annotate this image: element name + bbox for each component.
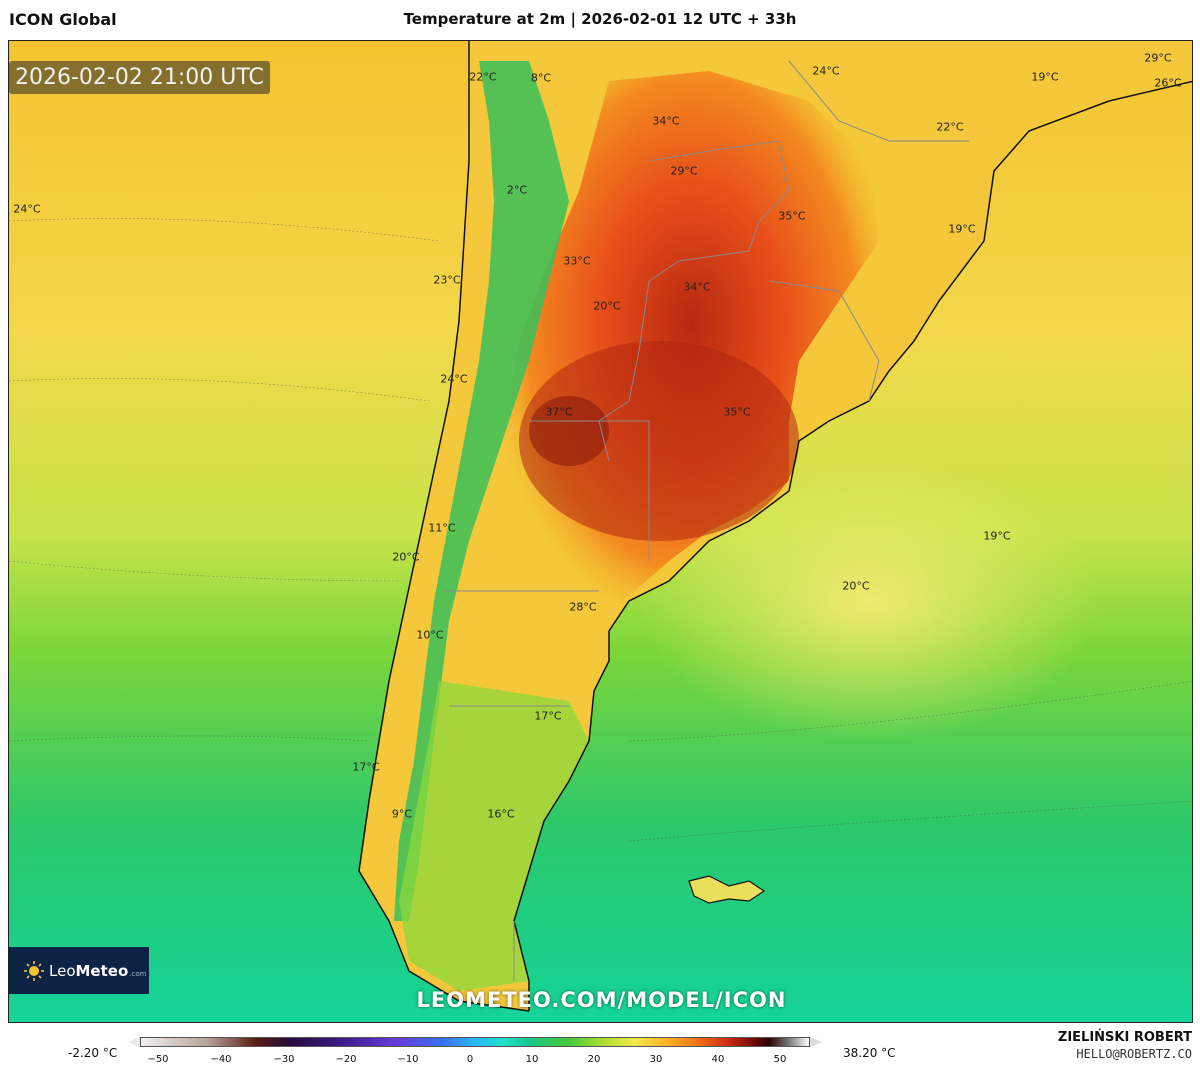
author-email[interactable]: HELLO@ROBERTZ.CO: [1076, 1047, 1192, 1061]
legend-tick: −20: [335, 1054, 357, 1065]
logo-suffix: .com: [129, 969, 147, 978]
temp-label: 23°C: [433, 273, 461, 287]
temp-label: 16°C: [487, 807, 515, 821]
temperature-map[interactable]: 2026-02-02 21:00 UTC 22°C 8°C 24°C 19°C …: [8, 40, 1193, 1023]
temperature-field: [9, 41, 1192, 1022]
legend-tick: 50: [773, 1054, 787, 1065]
legend-min-value: -2.20 °C: [68, 1046, 118, 1060]
temp-label: 34°C: [652, 114, 680, 128]
legend-arrow-left: [128, 1037, 140, 1047]
legend-tick: 20: [587, 1054, 601, 1065]
temp-label: 24°C: [440, 372, 468, 386]
temp-label: 35°C: [723, 405, 751, 419]
temp-label: 8°C: [530, 71, 552, 85]
temp-label: 19°C: [1031, 70, 1059, 84]
legend-arrow-right: [810, 1037, 822, 1047]
temp-label: 37°C: [545, 405, 573, 419]
temp-label: 20°C: [593, 299, 621, 313]
temp-label: 10°C: [416, 628, 444, 642]
temp-label: 24°C: [13, 202, 41, 216]
logo-text: LeoMeteo: [49, 962, 128, 980]
valid-time-badge: 2026-02-02 21:00 UTC: [9, 61, 270, 94]
header-bar: ICON Global Temperature at 2m | 2026-02-…: [0, 0, 1200, 40]
legend-color-bar: [140, 1037, 810, 1047]
legend-tick: 0: [466, 1054, 474, 1065]
legend-max-value: 38.20 °C: [843, 1046, 896, 1060]
legend-tick: 30: [649, 1054, 663, 1065]
color-legend: -2.20 °C 38.20 °C −50 −40 −30 −20 −10 0 …: [0, 1028, 1200, 1066]
legend-tick: −40: [210, 1054, 232, 1065]
temp-label: 20°C: [392, 550, 420, 564]
temp-label: 26°C: [1154, 76, 1182, 90]
leometeo-logo[interactable]: LeoMeteo .com: [9, 947, 149, 994]
temp-label: 34°C: [683, 280, 711, 294]
logo-brand-bold: Meteo: [75, 961, 129, 980]
temp-label: 24°C: [812, 64, 840, 78]
map-title: Temperature at 2m | 2026-02-01 12 UTC + …: [403, 10, 797, 28]
temp-label: 35°C: [778, 209, 806, 223]
sun-icon: [24, 960, 44, 981]
temp-label: 9°C: [391, 807, 413, 821]
temp-label: 11°C: [428, 521, 456, 535]
legend-ticks: −50 −40 −30 −20 −10 0 10 20 30 40 50: [0, 1054, 1200, 1068]
model-name: ICON Global: [9, 10, 117, 29]
temp-label: 29°C: [670, 164, 698, 178]
legend-tick: −30: [273, 1054, 295, 1065]
author-name: ZIELIŃSKI ROBERT: [1057, 1030, 1192, 1045]
temp-label: 22°C: [936, 120, 964, 134]
temp-label: 19°C: [948, 222, 976, 236]
temp-label: 17°C: [352, 760, 380, 774]
temp-label: 19°C: [983, 529, 1011, 543]
model-url-watermark: LEOMETEO.COM/MODEL/ICON: [416, 988, 787, 1012]
legend-tick: 40: [711, 1054, 725, 1065]
temp-label: 29°C: [1144, 51, 1172, 65]
logo-brand-light: Leo: [49, 961, 76, 980]
temp-label: 33°C: [563, 254, 591, 268]
legend-tick: 10: [525, 1054, 539, 1065]
temp-label: 2°C: [506, 183, 528, 197]
temp-label: 22°C: [469, 70, 497, 84]
legend-tick: −50: [147, 1054, 169, 1065]
temp-label: 20°C: [842, 579, 870, 593]
temp-label: 17°C: [534, 709, 562, 723]
temp-label: 28°C: [569, 600, 597, 614]
legend-tick: −10: [397, 1054, 419, 1065]
